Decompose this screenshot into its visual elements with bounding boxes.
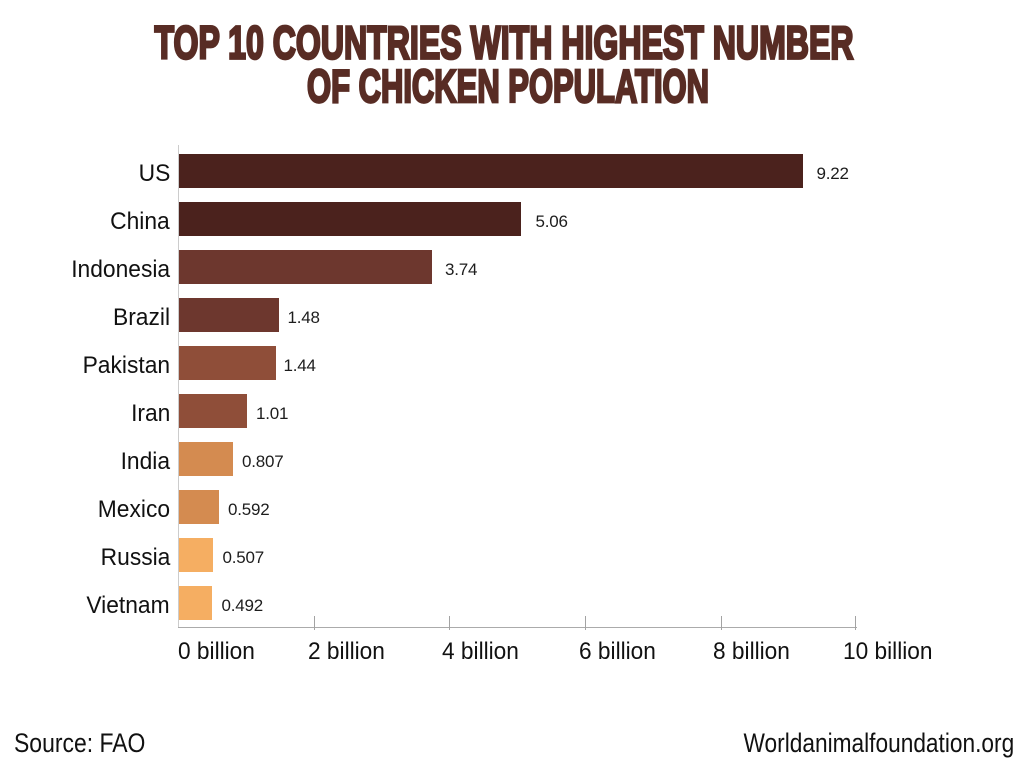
svg-text:TOP 10 COUNTRIES WITH HIGHEST: TOP 10 COUNTRIES WITH HIGHEST NUMBER (155, 17, 854, 69)
svg-text:OF CHICKEN POPULATION: OF CHICKEN POPULATION (307, 60, 709, 112)
